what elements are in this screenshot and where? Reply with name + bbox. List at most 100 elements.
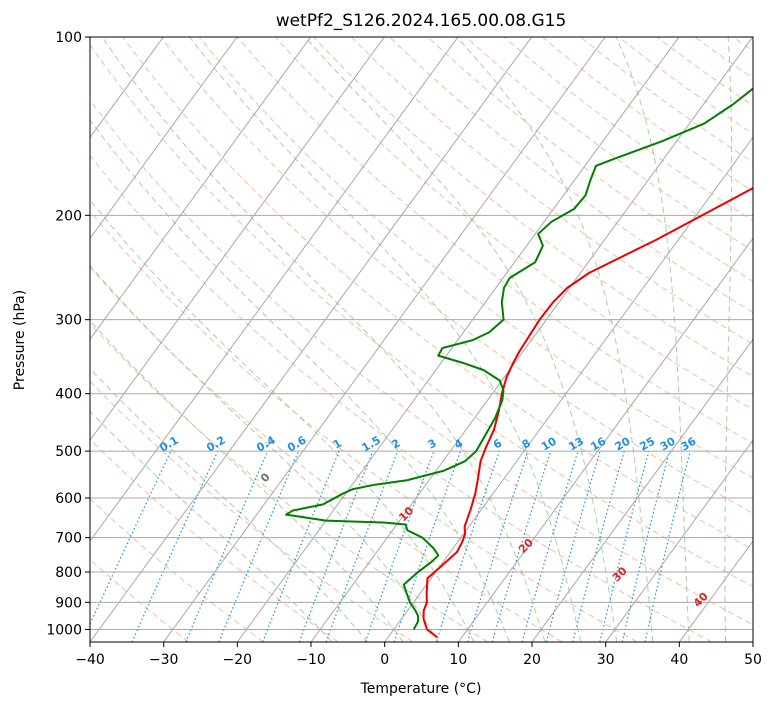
x-axis-label: Temperature (°C) (360, 681, 482, 697)
isotherm-line (605, 439, 753, 642)
dry-adiabat-line (90, 210, 638, 642)
dry-adiabat-line (90, 99, 753, 626)
moist-adiabat-line (90, 264, 439, 642)
line-annotations: 0.10.20.40.611.52346810131620253036-100-… (157, 433, 711, 609)
isotherm-line (90, 37, 385, 442)
dry-adiabat-line (542, 37, 753, 192)
y-tick-label: 800 (55, 565, 82, 581)
y-tick-label: 300 (55, 313, 82, 329)
dry-adiabat-line (465, 37, 753, 252)
dry-adiabat-line (90, 380, 414, 642)
moist-adiabat-line (90, 367, 369, 642)
dry-adiabat-line (389, 37, 753, 314)
pressure-gridlines (90, 37, 753, 630)
isotherm-line (310, 37, 753, 642)
y-tick-label: 700 (55, 531, 82, 547)
mixing-ratio-label: 3 (426, 437, 439, 452)
dry-adiabat-line (427, 37, 753, 282)
x-axis: −40 −30 −20 −10 0 10 20 30 40 50 (75, 642, 762, 668)
isotherm-line (90, 37, 312, 341)
skewed-isotherms (90, 37, 753, 642)
isotherm-line (163, 37, 606, 642)
moist-adiabats (90, 37, 733, 642)
moist-adiabat-line (101, 37, 546, 642)
mixing-ratio-line (90, 450, 172, 626)
y-axis: 100 200 300 400 500 600 700 800 900 1000 (46, 30, 90, 638)
dry-adiabat-line (618, 37, 753, 135)
mixing-ratio-line (393, 450, 462, 642)
isotherm-line (752, 641, 753, 642)
dry-adiabat-line (90, 43, 753, 588)
isotherm-line (531, 338, 753, 642)
dry-adiabat-line (503, 37, 753, 222)
x-tick-label: −10 (296, 652, 326, 668)
y-tick-label: 200 (55, 208, 82, 224)
mixing-ratio-line (262, 450, 340, 642)
dry-adiabat-line (236, 37, 753, 445)
dry-adiabat-line (90, 154, 712, 642)
mixing-ratio-line (364, 450, 435, 642)
mixing-ratio-label: 4 (452, 436, 465, 451)
moist-adiabat-line (90, 319, 404, 642)
mixing-ratio-line (325, 450, 399, 642)
dry-adiabat-line (90, 558, 190, 642)
mixing-ratio-line (491, 450, 552, 642)
moist-adiabat-label: 0 (258, 470, 273, 485)
y-tick-label: 400 (55, 387, 82, 403)
moist-adiabat-line (724, 37, 733, 642)
x-tick-label: −30 (149, 652, 179, 668)
dry-adiabats (90, 37, 775, 642)
dewpoint-profile-line (285, 87, 753, 630)
moist-adiabat-line (456, 37, 654, 642)
isotherm-line (90, 37, 533, 642)
x-tick-label: 0 (380, 652, 389, 668)
plot-frame (89, 36, 754, 643)
temperature-profile-line (422, 186, 753, 638)
moist-adiabat-line (90, 410, 333, 642)
mixing-ratio-line (545, 450, 601, 642)
dry-adiabat-line (90, 323, 488, 642)
mixing-ratio-line (621, 450, 671, 642)
dry-adiabat-line (275, 37, 753, 411)
y-tick-label: 900 (55, 595, 82, 611)
mixing-ratio-line (185, 450, 269, 642)
x-tick-label: 50 (744, 652, 762, 668)
moist-adiabat-line (304, 37, 618, 642)
x-tick-label: 40 (670, 652, 688, 668)
mixing-ratio-line (131, 450, 219, 642)
mixing-ratio-line (218, 450, 300, 642)
dry-adiabat-line (656, 37, 753, 107)
moist-adiabat-line (90, 199, 475, 642)
isotherm-line (236, 37, 680, 642)
y-tick-label: 600 (55, 491, 82, 507)
mixing-ratio-line (599, 450, 650, 642)
isotherm-line (457, 237, 753, 642)
dry-adiabat-line (160, 37, 753, 514)
y-tick-label: 100 (55, 30, 82, 46)
dry-adiabat-line (122, 37, 753, 551)
dry-adiabat-line (694, 37, 753, 79)
x-tick-label: −40 (75, 652, 105, 668)
mixing-ratio-line (521, 450, 579, 642)
mixing-ratio-label: 2 (389, 437, 402, 452)
x-tick-label: −20 (223, 652, 253, 668)
y-tick-label: 1000 (46, 622, 82, 638)
mixing-ratio-line (644, 450, 691, 642)
moist-adiabat-line (615, 37, 690, 642)
y-axis-label: Pressure (hPa) (12, 290, 28, 390)
isotherm-line (90, 37, 238, 240)
dry-adiabat-line (351, 37, 753, 345)
x-tick-label: 30 (597, 652, 615, 668)
y-tick-label: 500 (55, 444, 82, 460)
chart-title: wetPf2_S126.2024.165.00.08.G15 (276, 11, 567, 31)
mixing-ratio-line (298, 450, 374, 642)
moist-adiabat-label: 30 (610, 564, 630, 584)
mixing-ratio-lines (90, 450, 691, 642)
profiles (285, 87, 753, 638)
dry-adiabat-line (771, 37, 775, 642)
x-tick-label: 20 (523, 652, 541, 668)
isotherm-line (90, 37, 459, 542)
moist-adiabat-line (189, 37, 582, 642)
mixing-ratio-label: 6 (491, 436, 504, 451)
